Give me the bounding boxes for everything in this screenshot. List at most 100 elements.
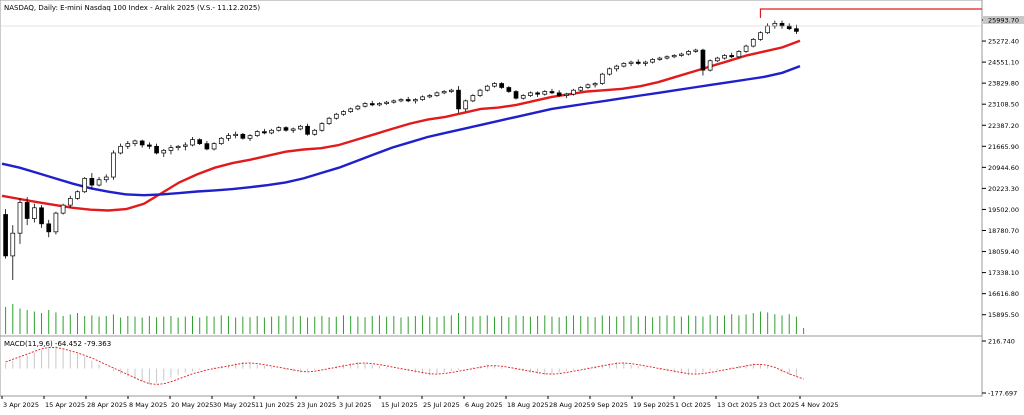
time-tick-label: 11 Jun 2025 bbox=[255, 401, 294, 409]
candle bbox=[463, 99, 469, 112]
candle bbox=[585, 83, 591, 89]
time-tick-label: 23 Oct 2025 bbox=[759, 401, 799, 409]
macd-histogram bbox=[5, 346, 797, 385]
candle bbox=[17, 198, 23, 244]
candle bbox=[707, 59, 713, 72]
candle bbox=[233, 131, 238, 139]
candle bbox=[765, 23, 770, 35]
candle bbox=[247, 134, 253, 141]
price-tick-label: 19502.00 bbox=[988, 206, 1019, 214]
candle bbox=[348, 107, 354, 113]
candle bbox=[175, 144, 181, 151]
candle bbox=[355, 104, 361, 111]
candle bbox=[269, 128, 274, 135]
candle bbox=[118, 143, 123, 155]
candle bbox=[448, 88, 454, 93]
macd-signal-line bbox=[5, 347, 804, 385]
moving-average-line bbox=[1, 64, 801, 197]
price-tick-label: 20944.60 bbox=[988, 164, 1019, 172]
candle bbox=[226, 132, 231, 141]
candle bbox=[333, 112, 339, 120]
candle bbox=[506, 86, 512, 93]
candle bbox=[60, 203, 66, 215]
candle bbox=[535, 91, 540, 97]
candle bbox=[729, 52, 735, 59]
candle bbox=[549, 88, 555, 95]
candle bbox=[405, 96, 411, 103]
candle bbox=[39, 205, 44, 228]
price-tick-label: 23829.80 bbox=[988, 80, 1019, 88]
candle bbox=[10, 225, 16, 280]
price-tick-label: 18780.70 bbox=[988, 227, 1019, 235]
time-tick-label: 13 Oct 2025 bbox=[717, 401, 757, 409]
candle bbox=[103, 174, 109, 183]
candle bbox=[190, 136, 195, 147]
candle bbox=[75, 190, 80, 200]
candle bbox=[592, 82, 598, 88]
resistance-level bbox=[759, 8, 982, 18]
candle bbox=[276, 126, 282, 132]
candle bbox=[305, 123, 310, 136]
candle bbox=[556, 90, 562, 97]
price-tick-label: 16616.80 bbox=[988, 290, 1019, 298]
candle bbox=[671, 54, 677, 59]
time-tick-label: 23 Jun 2025 bbox=[297, 401, 336, 409]
candle bbox=[513, 90, 519, 100]
candle bbox=[607, 67, 612, 76]
price-tick-label: 15895.50 bbox=[988, 311, 1019, 319]
candles bbox=[3, 20, 799, 280]
candle bbox=[262, 128, 267, 135]
candle bbox=[679, 52, 684, 57]
price-tick-label: 21665.90 bbox=[988, 143, 1019, 151]
main-panel-border bbox=[0, 0, 983, 337]
time-tick-label: 1 Oct 2025 bbox=[675, 401, 711, 409]
candle bbox=[441, 90, 447, 95]
resistance-line bbox=[759, 8, 982, 18]
moving-average-line bbox=[1, 39, 801, 212]
candle bbox=[621, 62, 627, 68]
price-tick-label: 22387.20 bbox=[988, 122, 1019, 130]
time-tick-label: 9 Sep 2025 bbox=[591, 401, 628, 409]
time-tick-label: 15 Apr 2025 bbox=[45, 401, 85, 409]
candle bbox=[377, 102, 382, 107]
candle bbox=[657, 56, 663, 61]
candle bbox=[470, 94, 476, 103]
candle bbox=[96, 177, 102, 187]
macd-title: MACD(11,9,6) -64.452 -79.363 bbox=[4, 340, 111, 348]
candle bbox=[24, 197, 30, 226]
price-tick-label: 17338.10 bbox=[988, 269, 1019, 277]
candle bbox=[758, 31, 763, 41]
candle bbox=[542, 90, 548, 96]
candle bbox=[700, 48, 706, 76]
candle bbox=[369, 100, 375, 107]
candle bbox=[326, 116, 332, 125]
candle bbox=[743, 44, 749, 53]
candle bbox=[693, 48, 699, 53]
price-tick-label: 24551.10 bbox=[988, 59, 1019, 67]
candle bbox=[168, 144, 174, 155]
candle bbox=[722, 54, 727, 60]
candle bbox=[3, 209, 8, 259]
candle bbox=[578, 86, 584, 92]
candle bbox=[182, 142, 188, 151]
time-tick-label: 3 Apr 2025 bbox=[3, 401, 39, 409]
candle bbox=[520, 94, 526, 100]
candle bbox=[290, 127, 296, 133]
macd-panel-border bbox=[0, 335, 983, 397]
time-tick-label: 25 Jul 2025 bbox=[423, 401, 460, 409]
candle bbox=[391, 99, 397, 104]
time-tick-label: 28 Aug 2025 bbox=[549, 401, 591, 409]
candle bbox=[779, 20, 785, 29]
candle bbox=[211, 142, 217, 151]
volume-bars bbox=[5, 304, 805, 334]
candle bbox=[139, 139, 145, 148]
price-tick-label: 20223.30 bbox=[988, 185, 1019, 193]
candle bbox=[218, 136, 224, 145]
candle bbox=[599, 72, 605, 85]
candle bbox=[786, 23, 792, 31]
price-tick-label: 18059.40 bbox=[988, 248, 1019, 256]
last-price-box bbox=[983, 16, 1024, 24]
time-tick-label: 19 Sep 2025 bbox=[633, 401, 674, 409]
candle bbox=[154, 143, 159, 155]
time-tick-label: 18 Aug 2025 bbox=[507, 401, 549, 409]
